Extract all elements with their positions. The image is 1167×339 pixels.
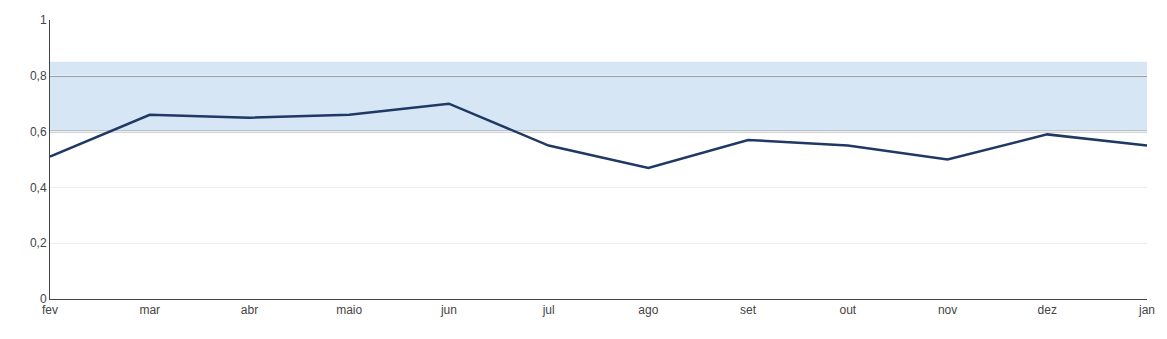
svg-text:mar: mar [139, 303, 160, 317]
svg-text:jul: jul [542, 303, 555, 317]
svg-text:set: set [740, 303, 757, 317]
svg-text:jan: jan [1138, 303, 1155, 317]
svg-text:nov: nov [938, 303, 957, 317]
svg-text:out: out [839, 303, 856, 317]
svg-text:0,6: 0,6 [30, 125, 47, 139]
svg-text:1: 1 [40, 13, 47, 27]
svg-text:fev: fev [42, 303, 58, 317]
svg-text:dez: dez [1038, 303, 1057, 317]
svg-text:ago: ago [638, 303, 658, 317]
svg-text:0: 0 [40, 292, 47, 306]
svg-text:abr: abr [241, 303, 258, 317]
svg-text:0,4: 0,4 [30, 181, 47, 195]
svg-text:jun: jun [440, 303, 457, 317]
svg-text:maio: maio [336, 303, 362, 317]
svg-text:0,8: 0,8 [30, 69, 47, 83]
svg-text:0,2: 0,2 [30, 236, 47, 250]
